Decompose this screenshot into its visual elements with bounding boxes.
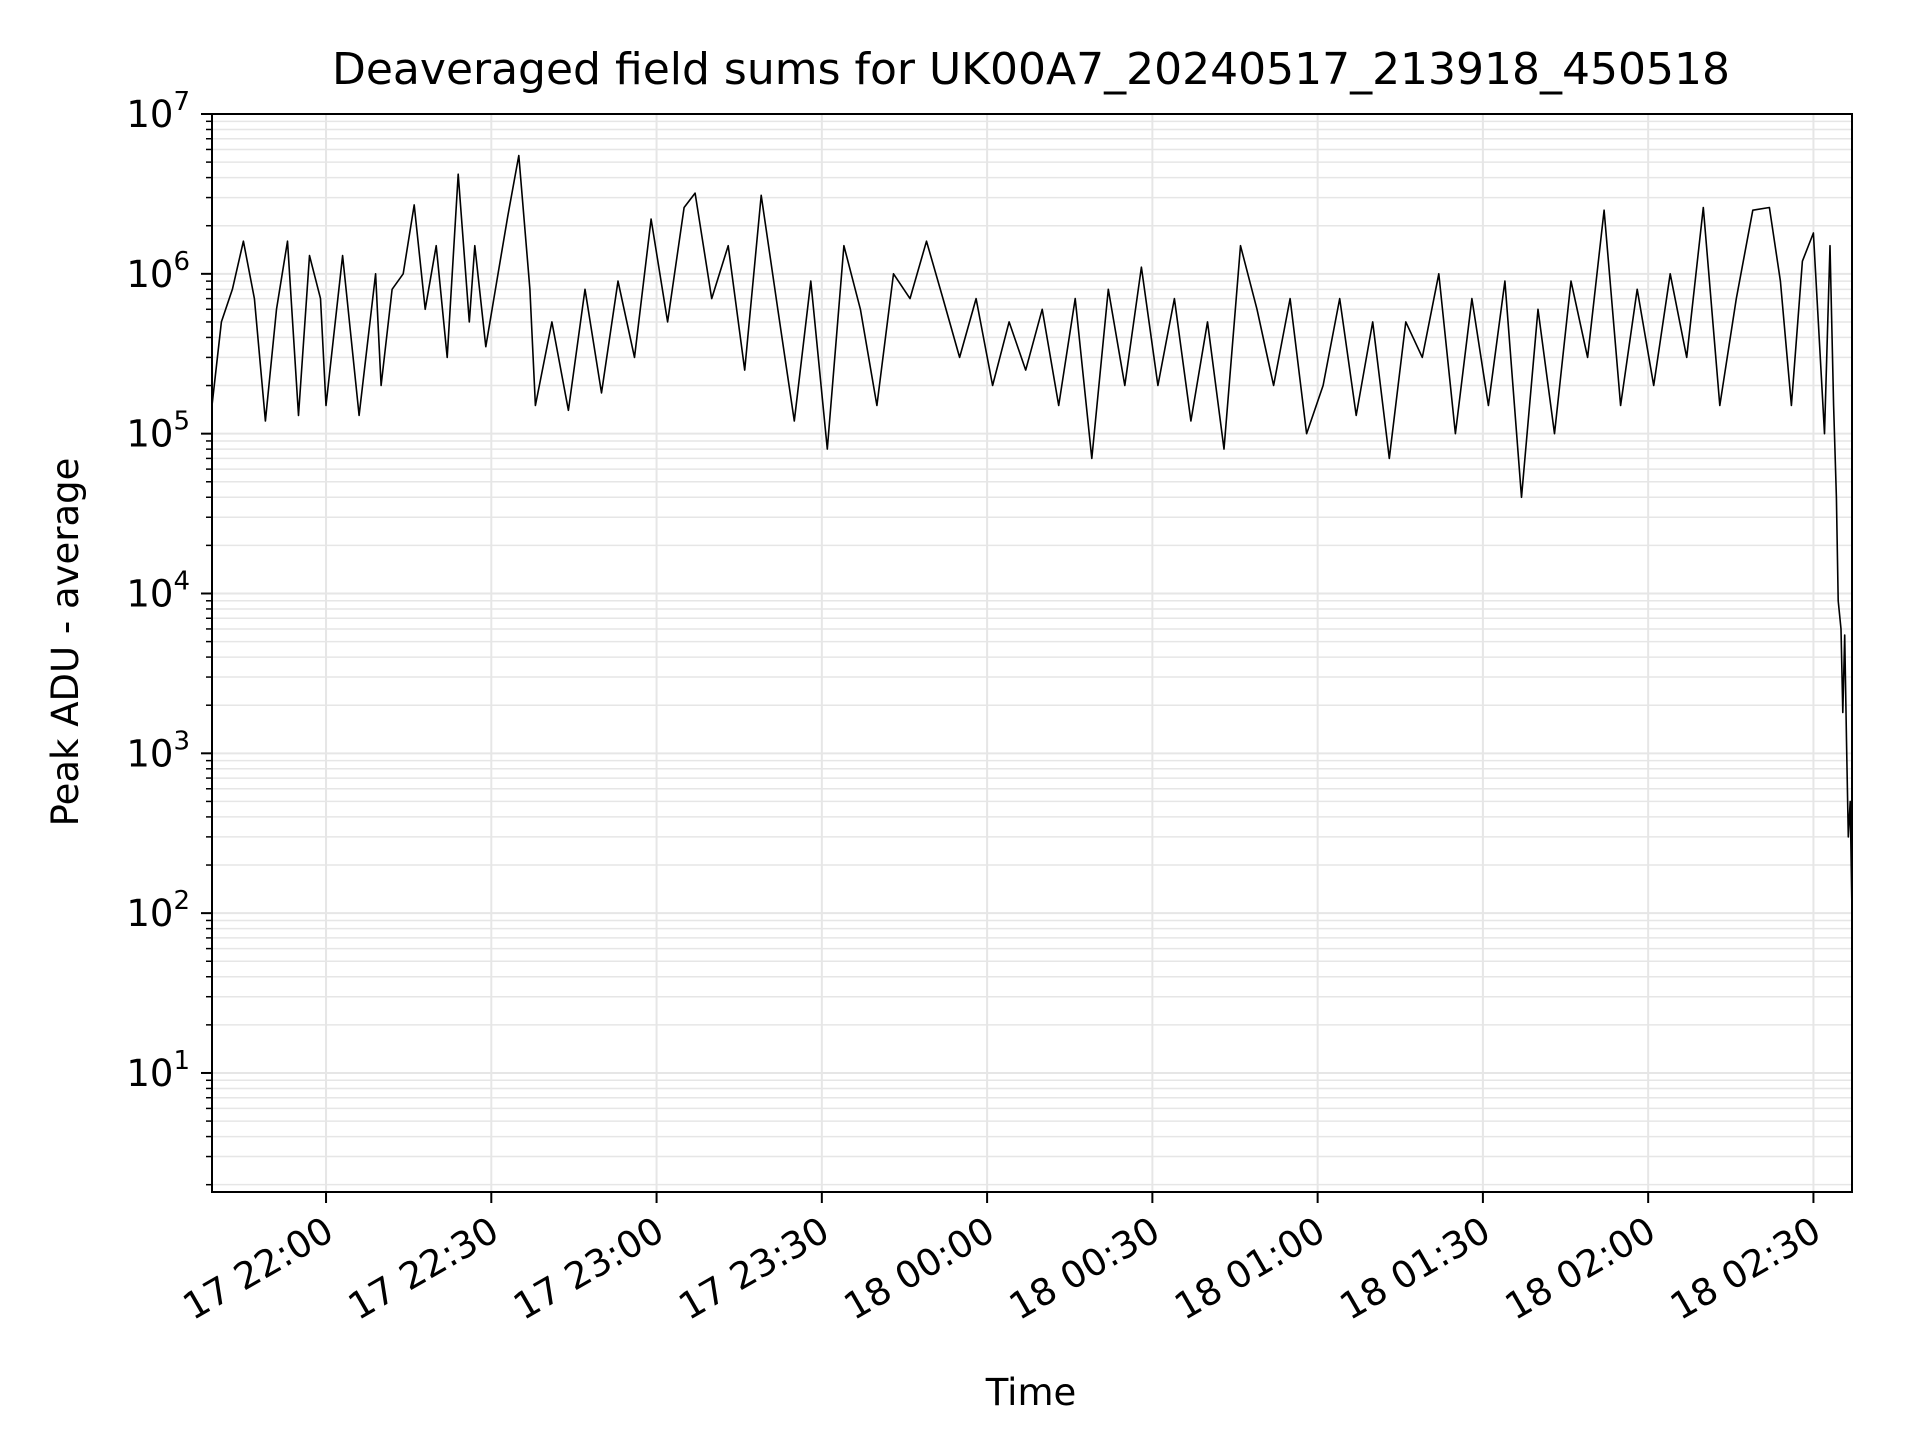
y-tick-label: 102 [126, 886, 190, 935]
y-tick-base: 10 [126, 93, 173, 136]
y-tick-label: 105 [126, 407, 190, 456]
major-gridlines [212, 113, 1852, 1192]
y-tick-base: 10 [126, 572, 173, 615]
y-tick-exponent: 2 [173, 886, 190, 916]
x-tick-label: 18 00:30 [1002, 1209, 1167, 1329]
x-tick-label: 18 02:00 [1498, 1209, 1663, 1329]
y-axis-label: Peak ADU - average [44, 458, 87, 827]
chart-title: Deaveraged field sums for UK00A7_2024051… [332, 44, 1730, 95]
y-tick-exponent: 7 [173, 87, 190, 117]
y-tick-exponent: 3 [173, 726, 190, 756]
y-tick-base: 10 [126, 732, 173, 775]
y-tick-exponent: 5 [173, 407, 190, 437]
x-tick-label: 18 01:00 [1167, 1209, 1332, 1329]
plot-frame [211, 113, 1853, 1193]
series-line [211, 154, 1853, 1137]
x-tick-label: 17 23:00 [506, 1209, 671, 1329]
y-tick-base: 10 [126, 253, 173, 296]
x-tick-label: 17 22:30 [341, 1209, 506, 1329]
x-axis: 17 22:00 17 22:30 17 23:00 17 23:30 18 00:00… [176, 1192, 1828, 1329]
x-tick-label: 18 01:30 [1333, 1209, 1498, 1329]
series-layer [211, 154, 1853, 1137]
x-tick-label: 18 02:30 [1663, 1209, 1828, 1329]
x-tick-label: 18 00:00 [837, 1209, 1002, 1329]
y-tick-base: 10 [126, 892, 173, 935]
y-tick-label: 103 [126, 726, 190, 775]
y-tick-label: 107 [126, 87, 190, 136]
y-tick-label: 101 [126, 1046, 190, 1095]
y-tick-exponent: 4 [173, 566, 190, 596]
x-tick-label: 17 22:00 [176, 1209, 341, 1329]
y-tick-label: 104 [126, 566, 190, 615]
x-tick-label: 17 23:30 [672, 1209, 837, 1329]
y-tick-base: 10 [126, 1052, 173, 1095]
minor-gridlines [212, 120, 1852, 1186]
x-axis-label: Time [985, 1371, 1077, 1414]
y-tick-label: 106 [126, 247, 190, 296]
y-tick-exponent: 1 [173, 1046, 190, 1076]
y-tick-exponent: 6 [173, 247, 190, 277]
y-tick-base: 10 [126, 413, 173, 456]
